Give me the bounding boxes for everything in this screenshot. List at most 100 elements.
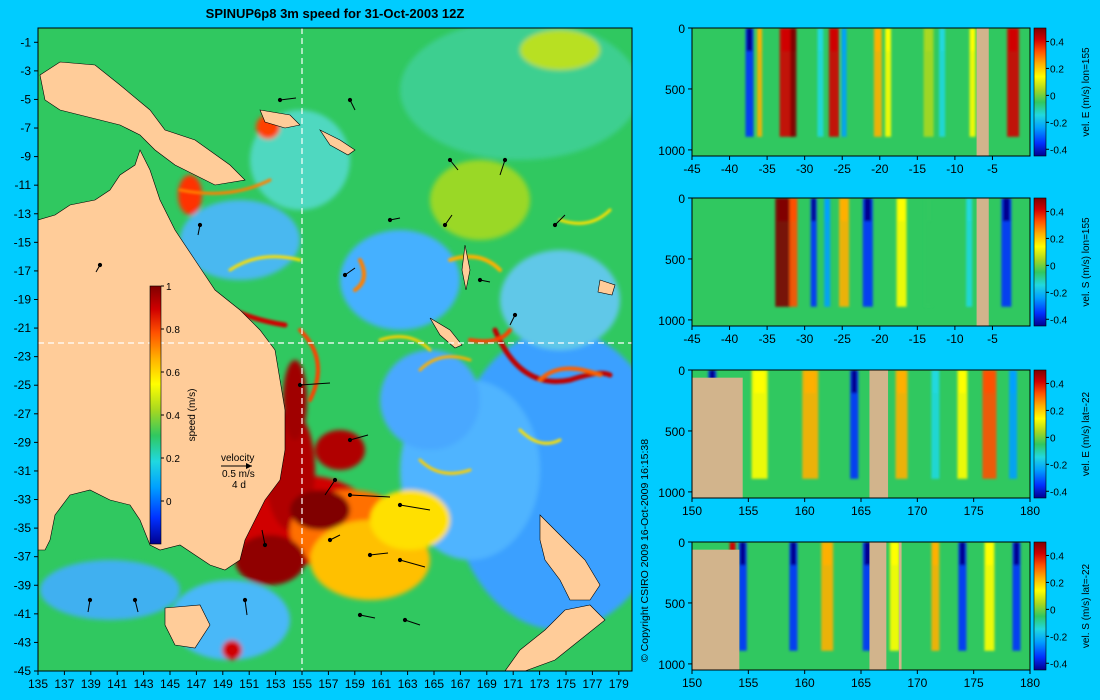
section-x-tick-label: -15 [909, 332, 927, 346]
section-streak-core [864, 198, 872, 222]
section-x-tick-label: 170 [907, 504, 927, 518]
section-x-tick-label: -45 [683, 162, 701, 176]
section-streak [982, 370, 997, 479]
section-y-tick-label: 500 [665, 425, 685, 439]
section-colorbar-tick-label: 0.4 [1050, 37, 1064, 48]
map-y-tick-label: -29 [14, 435, 32, 449]
section-panel-4: 150 155 160 165 170 175 180 0 500 1000 0.4 0.2 0 -0.2… [658, 536, 1092, 690]
map-x-tick-label: 157 [318, 677, 338, 691]
velocity-key-interval: 4 d [232, 480, 246, 491]
map-y-ticks: -1 -3 -5 -7 -9 -11 -13 -15 -17 -19 -21 -23 -25 -27 -29… [14, 35, 38, 678]
vanuatu [461, 244, 471, 291]
section-colorbar-tick-label: 0.2 [1050, 234, 1064, 245]
section-x-tick-label: 160 [795, 676, 815, 690]
section-colorbar-tick-label: -0.4 [1050, 145, 1068, 156]
section-x-tick-label: -10 [946, 332, 964, 346]
section-streak-core [925, 198, 932, 222]
map-x-tick-label: 177 [582, 677, 602, 691]
section-y-tick-label: 500 [665, 253, 685, 267]
section-streak [924, 198, 933, 307]
section-colorbar [1033, 197, 1047, 327]
section-streak [789, 542, 798, 651]
new-guinea [39, 61, 246, 186]
section-streak [966, 198, 973, 307]
section-streak-core [898, 198, 905, 222]
section-land [692, 377, 743, 498]
section-colorbar-tick-label: -0.4 [1050, 659, 1068, 670]
map-y-tick-label: -41 [14, 607, 32, 621]
section-streak [862, 198, 873, 307]
section-streak [957, 370, 968, 479]
land [38, 61, 616, 671]
section-streak [931, 542, 940, 651]
section-frame [691, 27, 1031, 157]
section-x-tick-label: 175 [964, 676, 984, 690]
section-streak-core [811, 198, 816, 222]
section-x-tick-label: 180 [1020, 504, 1040, 518]
section-x-tick-label: -20 [871, 162, 889, 176]
section-land [976, 28, 989, 156]
map-y-tick-label: -17 [14, 264, 32, 278]
speed-filaments [178, 178, 613, 475]
section-streak-core [984, 370, 995, 394]
section-streak-core [740, 542, 746, 566]
section-streak [738, 542, 747, 651]
map-x-tick-label: 137 [54, 677, 74, 691]
map-x-tick-label: 141 [107, 677, 127, 691]
section-x-tick-label: -15 [909, 162, 927, 176]
section-streak [745, 28, 754, 137]
section-streak-core [790, 198, 797, 222]
section-background [692, 542, 1030, 670]
section-colorbar-tick-label: 0.4 [1050, 207, 1064, 218]
speed-colorbar-tick-label: 0.6 [166, 368, 180, 379]
section-streak-core [897, 370, 906, 394]
speed-colorbar-tick-label: 1 [166, 282, 172, 293]
map-y-tick-label: -13 [14, 207, 32, 221]
section-streak [958, 542, 967, 651]
section-y-tick-label: 0 [678, 364, 685, 378]
section-x-tick-label: -5 [987, 162, 998, 176]
section-colorbar-label: vel. E (m/s) lon=155 [1081, 47, 1092, 137]
section-streak-core [830, 28, 838, 52]
section-streak [923, 28, 934, 137]
section-streak [889, 542, 900, 651]
section-colorbar [1033, 541, 1047, 671]
section-streak [969, 28, 976, 137]
map-y-tick-label: -33 [14, 493, 32, 507]
speed-colorbar-tick-label: 0 [166, 497, 172, 508]
map-y-tick-label: -43 [14, 635, 32, 649]
section-streak [873, 28, 882, 137]
map-title: SPINUP6p8 3m speed for 31-Oct-2003 12Z [206, 6, 465, 21]
section-streak [810, 198, 817, 307]
velocity-key-label: velocity [221, 453, 254, 464]
section-streak-core [864, 542, 872, 566]
section-colorbar-label: vel. S (m/s) lon=155 [1081, 217, 1092, 307]
map-x-tick-label: 175 [556, 677, 576, 691]
section-streak [895, 370, 908, 479]
section-colorbar-tick-label: -0.2 [1050, 632, 1068, 643]
section-x-tick-label: -10 [946, 162, 964, 176]
map-y-tick-label: -39 [14, 578, 32, 592]
map-y-tick-label: -15 [14, 235, 32, 249]
map-x-tick-label: 147 [186, 677, 206, 691]
section-streak [828, 28, 839, 137]
velocity-key-scale: 0.5 m/s [222, 469, 255, 480]
map-x-tick-label: 145 [160, 677, 180, 691]
section-streak [789, 198, 798, 307]
section-streak-core [823, 542, 832, 566]
section-streak-core [986, 542, 993, 566]
section-colorbar-tick-label: 0.2 [1050, 64, 1064, 75]
speed-colorbar-tick-label: 0.8 [166, 325, 180, 336]
map-y-tick-label: -5 [20, 92, 31, 106]
map-x-tick-label: 149 [213, 677, 233, 691]
section-streak-core [932, 542, 938, 566]
section-streak-core [925, 28, 932, 52]
section-x-tick-label: -40 [721, 162, 739, 176]
section-colorbar-tick-label: 0.4 [1050, 551, 1064, 562]
section-x-tick-label: -30 [796, 332, 814, 346]
map-x-tick-label: 143 [134, 677, 154, 691]
map-y-tick-label: -37 [14, 550, 32, 564]
map-y-tick-label: -7 [20, 121, 31, 135]
section-x-tick-label: -40 [721, 332, 739, 346]
